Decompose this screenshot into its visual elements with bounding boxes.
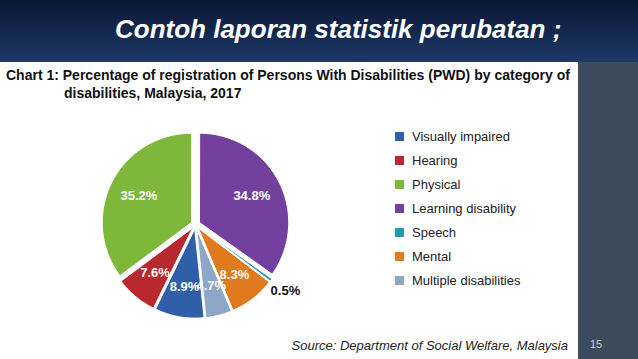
svg-text:8.9%: 8.9%	[170, 279, 200, 294]
html-text:Contoh laporan statistik perub: Contoh laporan statistik perubatan ;	[115, 14, 562, 44]
svg-text:35.2%: 35.2%	[120, 188, 157, 203]
html-text:Source: Department of Social W: Source: Department of Social Welfare, Ma…	[291, 338, 568, 353]
svg-text:0.5%: 0.5%	[271, 283, 301, 298]
html-text:Physical: Physical	[412, 176, 461, 192]
svg-text:7.6%: 7.6%	[140, 265, 170, 280]
svg-text:34.8%: 34.8%	[233, 188, 270, 203]
svg-text:8.3%: 8.3%	[219, 266, 250, 282]
html-text:Learning disability: Learning disability	[412, 200, 517, 216]
html-text:Mental: Mental	[412, 248, 451, 264]
svg-text:4.7%: 4.7%	[196, 278, 226, 293]
html-text:Multiple disabilities: Multiple disabilities	[412, 272, 521, 288]
html-text:Speech: Speech	[412, 224, 457, 240]
html-text:Hearing: Hearing	[412, 152, 458, 168]
html-text:15: 15	[590, 338, 603, 350]
html-text:Visually impaired: Visually impaired	[412, 128, 510, 144]
html-text:Chart 1: Percentage of registr: Chart 1: Percentage of registration of P…	[6, 67, 570, 101]
